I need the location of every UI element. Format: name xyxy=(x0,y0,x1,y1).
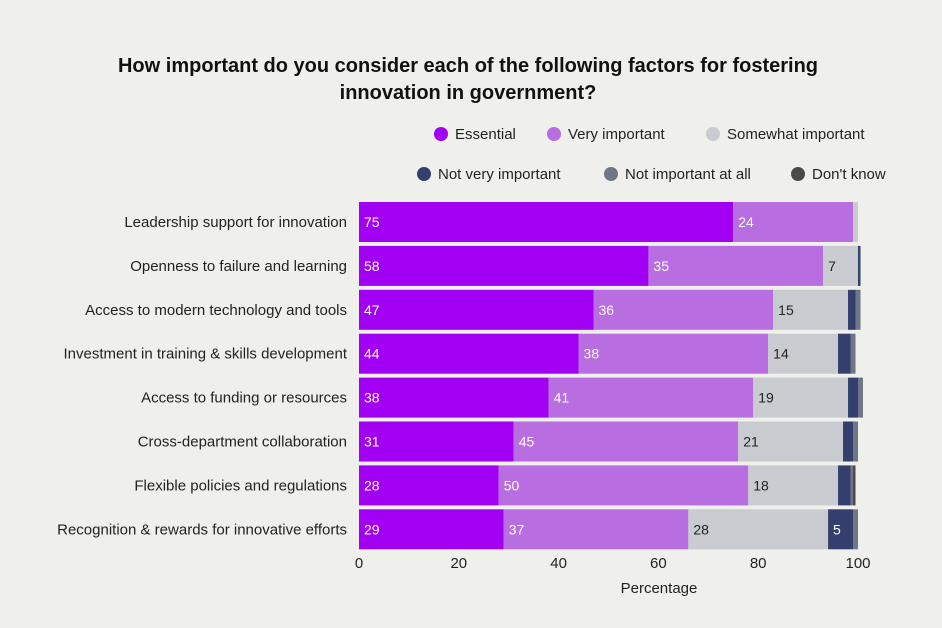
data-label: 29 xyxy=(364,521,380,537)
bar-segment xyxy=(359,377,549,418)
bar-segment xyxy=(748,465,839,506)
bar-segment xyxy=(855,289,861,330)
legend-marker-don-t-know xyxy=(791,167,805,181)
bar-segment xyxy=(513,421,739,462)
bar-segment xyxy=(359,421,514,462)
legend-label-not-very-important: Not very important xyxy=(438,166,561,183)
bar-segment xyxy=(688,509,829,550)
x-tick-label: 0 xyxy=(355,555,363,572)
x-tick-label: 20 xyxy=(450,555,467,572)
legend: Essential Very important Somewhat importan… xyxy=(417,126,886,183)
bar-segment xyxy=(498,465,749,506)
data-label: 28 xyxy=(364,477,380,493)
bar-segment xyxy=(828,509,854,550)
bar-segment xyxy=(503,509,689,550)
data-label: 14 xyxy=(773,346,789,362)
bar-segment xyxy=(848,289,856,330)
bar-segment xyxy=(773,289,849,330)
bar-segment xyxy=(733,202,854,242)
bars xyxy=(359,202,863,550)
legend-marker-somewhat-important xyxy=(706,127,720,141)
data-label: 44 xyxy=(364,346,380,362)
bar-segment xyxy=(823,245,858,286)
category-label: Openness to failure and learning xyxy=(130,258,347,275)
data-label: 41 xyxy=(554,390,570,406)
x-axis-title: Percentage xyxy=(621,580,698,597)
bar-segment xyxy=(738,421,844,462)
bar-segment xyxy=(359,202,734,242)
bar-segment xyxy=(648,245,824,286)
bar-segment xyxy=(850,333,856,374)
x-tick-label: 40 xyxy=(550,555,567,572)
bar-segment xyxy=(578,333,769,374)
legend-label-very-important: Very important xyxy=(568,126,666,143)
bar-segment xyxy=(858,245,861,286)
data-label: 7 xyxy=(828,258,836,274)
bar-segment xyxy=(593,289,774,330)
data-label: 75 xyxy=(364,214,380,230)
data-label: 5 xyxy=(833,521,841,537)
legend-label-somewhat-important: Somewhat important xyxy=(727,126,865,143)
bar-segment xyxy=(359,333,579,374)
bar-segment xyxy=(838,465,851,506)
category-label: Recognition & rewards for innovative eff… xyxy=(57,521,347,538)
bar-segment xyxy=(768,333,839,374)
data-label: 50 xyxy=(504,477,520,493)
chart-title-line-1: How important do you consider each of th… xyxy=(118,55,818,77)
data-label: 37 xyxy=(509,521,525,537)
bar-segment xyxy=(838,333,851,374)
bar-segment xyxy=(848,377,858,418)
legend-marker-not-important-at-all xyxy=(604,167,618,181)
legend-marker-not-very-important xyxy=(417,167,431,181)
bar-segment xyxy=(853,509,858,550)
legend-label-don-t-know: Don't know xyxy=(812,166,886,183)
category-label: Flexible policies and regulations xyxy=(134,477,347,494)
data-label: 47 xyxy=(364,302,380,318)
category-label: Leadership support for innovation xyxy=(124,214,347,231)
bar-segment xyxy=(850,465,854,506)
chart-title-line-2: innovation in government? xyxy=(340,82,597,104)
bar-segment xyxy=(853,421,858,462)
bar-segment xyxy=(853,465,856,506)
bar-segment xyxy=(359,289,594,330)
legend-marker-essential xyxy=(434,127,448,141)
data-label: 24 xyxy=(738,214,754,230)
x-tick-label: 100 xyxy=(845,555,870,572)
category-label: Cross-department collaboration xyxy=(138,434,347,451)
data-label: 38 xyxy=(364,390,380,406)
category-label: Access to modern technology and tools xyxy=(85,302,347,319)
data-label: 18 xyxy=(753,477,769,493)
x-tick-label: 80 xyxy=(750,555,767,572)
category-label: Access to funding or resources xyxy=(141,390,347,407)
bar-segment xyxy=(548,377,754,418)
bar-segment xyxy=(753,377,849,418)
bar-data-labels: 75 24 58 35 7 47 36 15 44 38 14 38 41 19 31 45 21 28 50 18 2… xyxy=(364,214,841,537)
data-label: 38 xyxy=(584,346,600,362)
data-label: 15 xyxy=(778,302,794,318)
data-label: 45 xyxy=(519,434,535,450)
data-label: 31 xyxy=(364,434,380,450)
data-label: 58 xyxy=(364,258,380,274)
category-label: Investment in training & skills developm… xyxy=(64,346,348,363)
bar-segment xyxy=(858,377,863,418)
data-label: 21 xyxy=(743,434,759,450)
x-axis: 0 20 40 60 80 100 xyxy=(355,555,871,572)
bar-segment xyxy=(359,465,499,506)
legend-marker-very-important xyxy=(547,127,561,141)
category-labels: Leadership support for innovation Opennes… xyxy=(57,214,348,538)
data-label: 36 xyxy=(599,302,615,318)
bar-segment xyxy=(843,421,854,462)
bar-segment xyxy=(853,202,858,242)
x-tick-label: 60 xyxy=(650,555,667,572)
legend-label-essential: Essential xyxy=(455,126,516,143)
data-label: 35 xyxy=(653,258,669,274)
data-label: 28 xyxy=(693,521,709,537)
bar-segment xyxy=(359,509,504,550)
legend-label-not-important-at-all: Not important at all xyxy=(625,166,751,183)
bar-segment xyxy=(359,245,649,286)
data-label: 19 xyxy=(758,390,774,406)
